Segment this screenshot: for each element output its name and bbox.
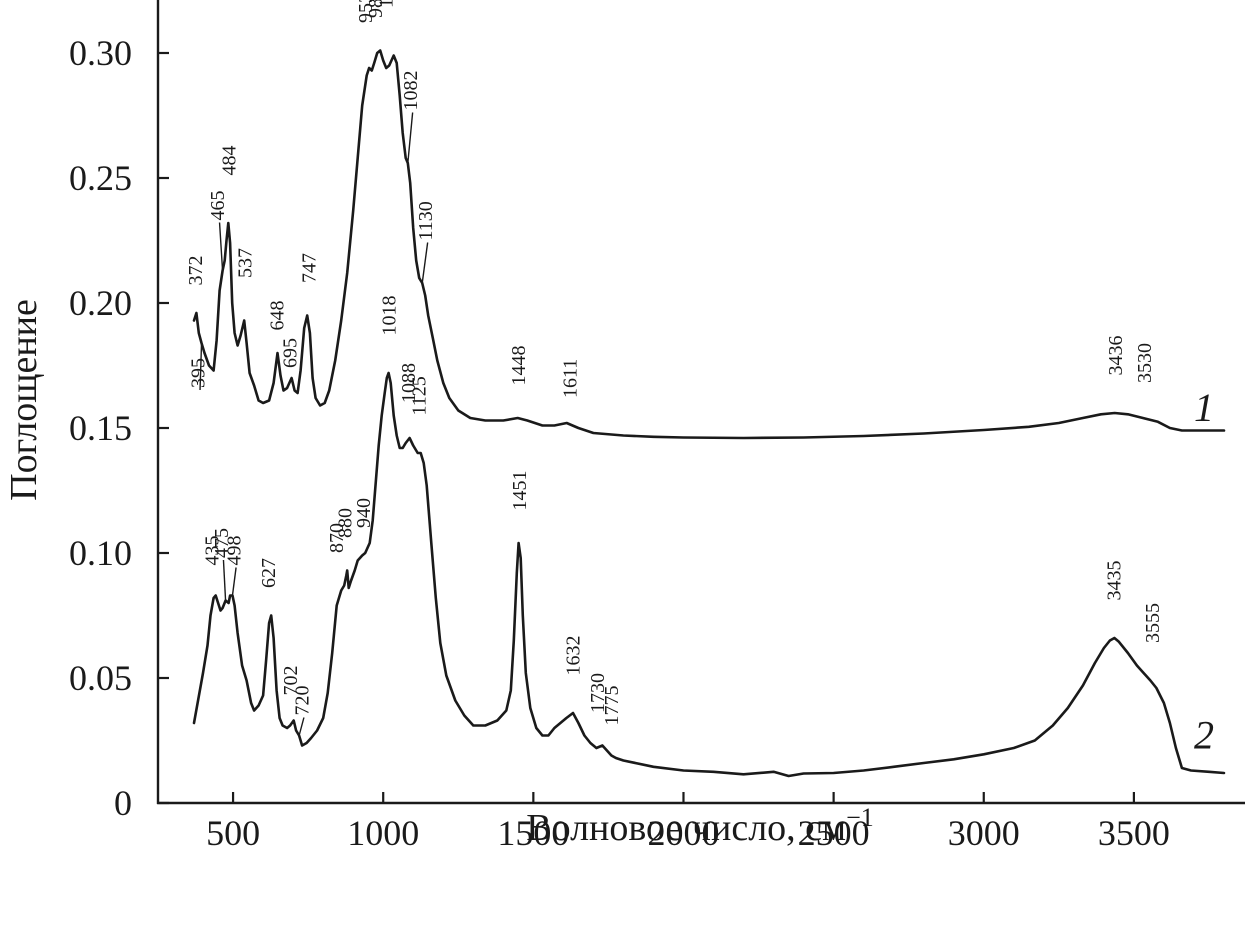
peak-leader-line: [222, 559, 227, 601]
spectrum-curve-2: [192, 371, 1226, 778]
peak-leader-line: [231, 567, 237, 596]
peak-label: 465: [207, 191, 229, 221]
peak-label: 1632: [562, 636, 584, 676]
y-tick-label: 0.20: [69, 283, 132, 323]
peak-label: 648: [266, 300, 288, 330]
peak-label: 372: [185, 255, 207, 285]
peak-label: 1611: [559, 359, 581, 398]
x-tick-label: 500: [206, 813, 260, 853]
y-tick-label: 0.30: [69, 33, 132, 73]
y-axis-title: Поглощение: [3, 299, 45, 501]
peak-label: 435: [201, 536, 223, 566]
y-tick-label: 0.10: [69, 533, 132, 573]
peak-label: 1451: [509, 470, 531, 510]
peak-label: 1448: [508, 345, 530, 385]
y-tick-label: 0.15: [69, 408, 132, 448]
peak-label: 3435: [1103, 561, 1125, 601]
curve-number-label: 2: [1194, 713, 1214, 758]
peak-leader-line: [298, 717, 305, 736]
peak-label: 3555: [1142, 603, 1164, 643]
x-tick-label: 3000: [948, 813, 1020, 853]
peak-label: 747: [299, 253, 321, 283]
peak-label: 702: [280, 665, 302, 695]
curve-labels: 12: [1194, 385, 1214, 758]
y-tick-label: 0.05: [69, 658, 132, 698]
peak-label: 1035: [375, 0, 397, 8]
x-axis-title: Волновое число, см−1: [526, 803, 874, 849]
peak-label: 1775: [601, 685, 623, 725]
peak-label: 537: [234, 248, 256, 278]
peak-label: 1082: [400, 70, 422, 110]
peak-leader-line: [199, 342, 203, 391]
x-tick-label: 1000: [347, 813, 419, 853]
curves: [192, 49, 1226, 778]
peak-labels: 395 372 465 484 537 648 695 747 9539801035 1082 11…: [185, 0, 1164, 736]
peak-label: 484: [219, 146, 241, 176]
x-tick-label: 3500: [1098, 813, 1170, 853]
x-axis-title-superscript: −1: [846, 803, 874, 832]
peak-label: 695: [279, 338, 301, 368]
curve-number-label: 1: [1194, 385, 1214, 430]
peak-label: 475: [211, 528, 233, 558]
peak-label: 940: [353, 498, 375, 528]
y-tick-label: 0.25: [69, 158, 132, 198]
peak-label: 1730: [587, 673, 609, 713]
peak-label: 498: [224, 536, 246, 566]
peak-label: 395: [188, 358, 210, 388]
peak-label: 3530: [1134, 343, 1156, 383]
y-tick-label: 0: [114, 783, 132, 823]
x-axis-title-text: Волновое число, см: [526, 807, 846, 849]
peak-leader-line: [407, 112, 414, 164]
x-tick-label: 2500: [798, 813, 870, 853]
peak-label: 1130: [415, 201, 437, 240]
peak-label: 1088: [398, 363, 420, 403]
peak-label: 627: [258, 558, 280, 588]
peak-label: 720: [291, 685, 313, 715]
peak-leader-line: [421, 242, 429, 284]
x-tick-label: 1500: [497, 813, 569, 853]
peak-label: 980: [365, 0, 387, 18]
peak-leader-line: [218, 222, 224, 271]
axes: [156, 0, 1245, 805]
y-ticks: 0 0.05 0.10 0.15 0.20 0.25 0.30: [69, 33, 169, 823]
peak-label: 1125: [408, 376, 430, 415]
peak-label: 1018: [378, 295, 400, 335]
peak-label: 870: [326, 523, 348, 553]
peak-label: 880: [334, 508, 356, 538]
x-ticks: 500 1000 1500 2000 2500 3000 3500: [206, 792, 1170, 853]
spectrum-curve-1: [192, 49, 1226, 440]
x-tick-label: 2000: [647, 813, 719, 853]
peak-label: 3436: [1105, 336, 1127, 376]
peak-label: 953: [355, 0, 377, 23]
